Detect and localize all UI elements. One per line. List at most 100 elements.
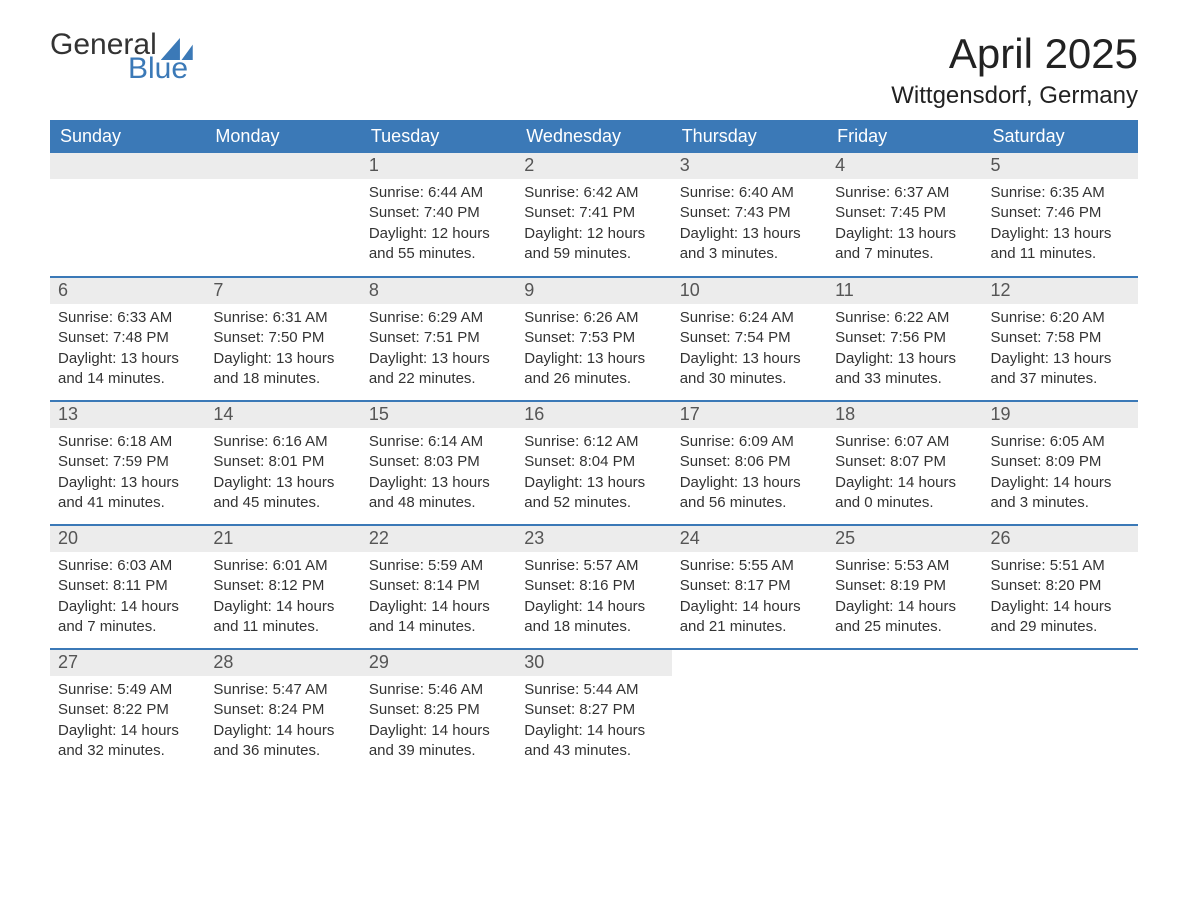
daylight-line: Daylight: 14 hours and 0 minutes. [835, 473, 974, 514]
day-number: 25 [827, 526, 982, 552]
title-block: April 2025 Wittgensdorf, Germany [891, 30, 1138, 110]
day-data: Sunrise: 6:03 AMSunset: 8:11 PMDaylight:… [50, 552, 205, 643]
calendar-cell [50, 153, 205, 277]
day-data: Sunrise: 6:26 AMSunset: 7:53 PMDaylight:… [516, 304, 671, 395]
day-number: 17 [672, 402, 827, 428]
day-number: 6 [50, 278, 205, 304]
sunrise-line: Sunrise: 6:16 AM [213, 432, 352, 452]
daylight-line: Daylight: 14 hours and 36 minutes. [213, 721, 352, 762]
calendar-cell: 3Sunrise: 6:40 AMSunset: 7:43 PMDaylight… [672, 153, 827, 277]
calendar-cell [672, 649, 827, 773]
page-title: April 2025 [891, 30, 1138, 78]
day-data: Sunrise: 6:37 AMSunset: 7:45 PMDaylight:… [827, 179, 982, 270]
sunset-line: Sunset: 8:07 PM [835, 452, 974, 472]
sunset-line: Sunset: 8:19 PM [835, 576, 974, 596]
day-data: Sunrise: 6:44 AMSunset: 7:40 PMDaylight:… [361, 179, 516, 270]
sunrise-line: Sunrise: 6:31 AM [213, 308, 352, 328]
sunrise-line: Sunrise: 6:24 AM [680, 308, 819, 328]
sunset-line: Sunset: 8:22 PM [58, 700, 197, 720]
sunset-line: Sunset: 7:45 PM [835, 203, 974, 223]
sunset-line: Sunset: 8:16 PM [524, 576, 663, 596]
daylight-line: Daylight: 14 hours and 39 minutes. [369, 721, 508, 762]
day-header: Wednesday [516, 120, 671, 153]
sunrise-line: Sunrise: 5:46 AM [369, 680, 508, 700]
daylight-line: Daylight: 14 hours and 14 minutes. [369, 597, 508, 638]
day-number: 27 [50, 650, 205, 676]
calendar-cell: 23Sunrise: 5:57 AMSunset: 8:16 PMDayligh… [516, 525, 671, 649]
daylight-line: Daylight: 14 hours and 29 minutes. [991, 597, 1130, 638]
sunset-line: Sunset: 7:59 PM [58, 452, 197, 472]
day-number: 10 [672, 278, 827, 304]
daylight-line: Daylight: 14 hours and 11 minutes. [213, 597, 352, 638]
calendar-cell: 30Sunrise: 5:44 AMSunset: 8:27 PMDayligh… [516, 649, 671, 773]
day-data: Sunrise: 6:22 AMSunset: 7:56 PMDaylight:… [827, 304, 982, 395]
calendar-cell [205, 153, 360, 277]
calendar-cell: 13 Sunrise: 6:18 AMSunset: 7:59 PMDayligh… [50, 401, 205, 525]
day-number: 23 [516, 526, 671, 552]
sunrise-line: Sunrise: 6:05 AM [991, 432, 1130, 452]
sunrise-line: Sunrise: 6:07 AM [835, 432, 974, 452]
sunrise-line: Sunrise: 6:35 AM [991, 183, 1130, 203]
calendar-week: 20Sunrise: 6:03 AMSunset: 8:11 PMDayligh… [50, 525, 1138, 649]
sunrise-line: Sunrise: 6:42 AM [524, 183, 663, 203]
sunset-line: Sunset: 7:41 PM [524, 203, 663, 223]
calendar-week: 6Sunrise: 6:33 AMSunset: 7:48 PMDaylight… [50, 277, 1138, 401]
day-number: 4 [827, 153, 982, 179]
day-number: 14 [205, 402, 360, 428]
calendar-cell: 1Sunrise: 6:44 AMSunset: 7:40 PMDaylight… [361, 153, 516, 277]
day-number: 13 [50, 402, 205, 428]
day-data: Sunrise: 6:29 AMSunset: 7:51 PMDaylight:… [361, 304, 516, 395]
day-data: Sunrise: 6:07 AMSunset: 8:07 PMDaylight:… [827, 428, 982, 519]
daylight-line: Daylight: 13 hours and 7 minutes. [835, 224, 974, 265]
daylight-line: Daylight: 13 hours and 3 minutes. [680, 224, 819, 265]
day-header: Monday [205, 120, 360, 153]
day-number: 9 [516, 278, 671, 304]
calendar-week: 1Sunrise: 6:44 AMSunset: 7:40 PMDaylight… [50, 153, 1138, 277]
sunset-line: Sunset: 8:14 PM [369, 576, 508, 596]
sunset-line: Sunset: 8:03 PM [369, 452, 508, 472]
empty-day-header [50, 153, 205, 179]
day-header: Saturday [983, 120, 1138, 153]
calendar-week: 27 Sunrise: 5:49 AMSunset: 8:22 PM Dayligh… [50, 649, 1138, 773]
daylight-line: Daylight: 13 hours and 52 minutes. [524, 473, 663, 514]
calendar-cell: 11Sunrise: 6:22 AMSunset: 7:56 PMDayligh… [827, 277, 982, 401]
brand-logo: General Blue [50, 30, 193, 84]
sunrise-line: Sunrise: 5:49 AM [58, 680, 197, 700]
sunrise-line: Sunrise: 5:59 AM [369, 556, 508, 576]
daylight-line: Daylight: 14 hours and 43 minutes. [524, 721, 663, 762]
daylight-line: Daylight: 13 hours and 41 minutes. [58, 473, 197, 514]
day-header: Thursday [672, 120, 827, 153]
day-data: Sunrise: 6:20 AMSunset: 7:58 PMDaylight:… [983, 304, 1138, 395]
day-number: 30 [516, 650, 671, 676]
sunrise-line: Sunrise: 6:18 AM [58, 432, 197, 452]
daylight-line: Daylight: 13 hours and 22 minutes. [369, 349, 508, 390]
day-data: Sunrise: 6:12 AMSunset: 8:04 PMDaylight:… [516, 428, 671, 519]
calendar-cell: 22Sunrise: 5:59 AMSunset: 8:14 PMDayligh… [361, 525, 516, 649]
header: General Blue April 2025 Wittgensdorf, Ge… [50, 30, 1138, 110]
day-data: Sunrise: 6:42 AMSunset: 7:41 PMDaylight:… [516, 179, 671, 270]
calendar-cell: 24Sunrise: 5:55 AMSunset: 8:17 PMDayligh… [672, 525, 827, 649]
sunset-line: Sunset: 7:56 PM [835, 328, 974, 348]
day-data: Sunrise: 5:53 AMSunset: 8:19 PMDaylight:… [827, 552, 982, 643]
daylight-line: Daylight: 13 hours and 26 minutes. [524, 349, 663, 390]
sunset-line: Sunset: 7:40 PM [369, 203, 508, 223]
calendar-cell: 18Sunrise: 6:07 AMSunset: 8:07 PMDayligh… [827, 401, 982, 525]
day-data: Sunrise: 5:59 AMSunset: 8:14 PMDaylight:… [361, 552, 516, 643]
sunrise-line: Sunrise: 5:57 AM [524, 556, 663, 576]
sunrise-line: Sunrise: 6:03 AM [58, 556, 197, 576]
sunrise-line: Sunrise: 6:44 AM [369, 183, 508, 203]
sunset-line: Sunset: 8:20 PM [991, 576, 1130, 596]
daylight-line: Daylight: 12 hours and 55 minutes. [369, 224, 508, 265]
sunrise-line: Sunrise: 6:29 AM [369, 308, 508, 328]
daylight-line: Daylight: 13 hours and 56 minutes. [680, 473, 819, 514]
calendar-cell: 19Sunrise: 6:05 AMSunset: 8:09 PMDayligh… [983, 401, 1138, 525]
calendar-cell: 15Sunrise: 6:14 AMSunset: 8:03 PMDayligh… [361, 401, 516, 525]
sunrise-line: Sunrise: 6:01 AM [213, 556, 352, 576]
location: Wittgensdorf, Germany [891, 82, 1138, 110]
daylight-line: Daylight: 13 hours and 14 minutes. [58, 349, 197, 390]
day-data: Sunrise: 6:09 AMSunset: 8:06 PMDaylight:… [672, 428, 827, 519]
sunset-line: Sunset: 8:04 PM [524, 452, 663, 472]
sunset-line: Sunset: 7:46 PM [991, 203, 1130, 223]
day-header: Friday [827, 120, 982, 153]
day-data: Sunrise: 5:57 AMSunset: 8:16 PMDaylight:… [516, 552, 671, 643]
